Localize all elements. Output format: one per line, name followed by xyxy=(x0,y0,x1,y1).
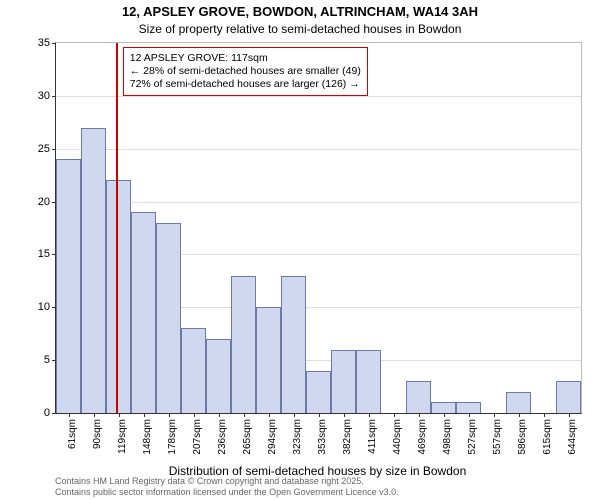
x-tick-label: 586sqm xyxy=(517,419,528,455)
y-tick-label: 35 xyxy=(38,37,56,49)
x-tick-label: 411sqm xyxy=(367,419,378,454)
x-tick-mark xyxy=(69,413,70,417)
attribution: Contains HM Land Registry data © Crown c… xyxy=(55,476,399,498)
x-tick-mark xyxy=(94,413,95,417)
x-tick-label: 178sqm xyxy=(167,419,178,455)
x-tick-label: 353sqm xyxy=(317,419,328,455)
x-tick-label: 323sqm xyxy=(292,419,303,455)
x-tick-label: 440sqm xyxy=(392,419,403,455)
x-tick-mark xyxy=(294,413,295,417)
bar xyxy=(556,381,581,413)
attribution-line1: Contains HM Land Registry data © Crown c… xyxy=(55,476,399,487)
bar xyxy=(256,307,281,413)
bar xyxy=(131,212,156,413)
x-tick-label: 265sqm xyxy=(242,419,253,455)
x-tick-label: 61sqm xyxy=(67,419,78,449)
x-tick-label: 148sqm xyxy=(142,419,153,455)
y-tick-label: 15 xyxy=(38,248,56,260)
bar xyxy=(181,328,206,413)
gridline xyxy=(56,202,581,203)
x-tick-mark xyxy=(494,413,495,417)
x-tick-label: 294sqm xyxy=(267,419,278,455)
bar xyxy=(281,276,306,413)
bar xyxy=(406,381,431,413)
x-tick-label: 469sqm xyxy=(417,419,428,455)
x-tick-mark xyxy=(519,413,520,417)
x-tick-mark xyxy=(244,413,245,417)
x-tick-label: 527sqm xyxy=(467,419,478,455)
x-tick-label: 207sqm xyxy=(192,419,203,455)
x-tick-label: 236sqm xyxy=(217,419,228,455)
bar xyxy=(156,223,181,413)
x-tick-mark xyxy=(219,413,220,417)
plot-area: 0510152025303561sqm90sqm119sqm148sqm178s… xyxy=(55,42,582,414)
x-tick-mark xyxy=(444,413,445,417)
annotation-line1: 12 APSLEY GROVE: 117sqm xyxy=(130,52,361,65)
x-tick-mark xyxy=(469,413,470,417)
gridline xyxy=(56,149,581,150)
y-tick-label: 30 xyxy=(38,90,56,102)
annotation-line3: 72% of semi-detached houses are larger (… xyxy=(130,78,361,91)
bar xyxy=(431,402,456,413)
bar xyxy=(306,371,331,413)
x-tick-mark xyxy=(569,413,570,417)
x-tick-label: 615sqm xyxy=(542,419,553,455)
x-tick-mark xyxy=(169,413,170,417)
x-tick-label: 90sqm xyxy=(92,419,103,449)
x-tick-mark xyxy=(319,413,320,417)
chart-subtitle: Size of property relative to semi-detach… xyxy=(0,22,600,36)
x-tick-label: 498sqm xyxy=(442,419,453,455)
marker-line xyxy=(116,43,118,413)
bar xyxy=(231,276,256,413)
x-tick-mark xyxy=(119,413,120,417)
x-tick-mark xyxy=(419,413,420,417)
annotation-box: 12 APSLEY GROVE: 117sqm← 28% of semi-det… xyxy=(123,47,368,96)
x-tick-label: 644sqm xyxy=(567,419,578,455)
x-tick-label: 119sqm xyxy=(117,419,128,454)
x-tick-mark xyxy=(544,413,545,417)
bar xyxy=(506,392,531,413)
bar xyxy=(356,350,381,413)
bar xyxy=(456,402,481,413)
x-tick-mark xyxy=(344,413,345,417)
chart-title: 12, APSLEY GROVE, BOWDON, ALTRINCHAM, WA… xyxy=(0,4,600,19)
x-tick-label: 557sqm xyxy=(492,419,503,455)
y-tick-label: 0 xyxy=(44,407,56,419)
y-tick-label: 5 xyxy=(44,354,56,366)
bar xyxy=(206,339,231,413)
x-tick-label: 382sqm xyxy=(342,419,353,455)
annotation-line2: ← 28% of semi-detached houses are smalle… xyxy=(130,65,361,78)
bar xyxy=(106,180,131,413)
bar xyxy=(56,159,81,413)
chart-container: { "chart": { "type": "histogram", "title… xyxy=(0,0,600,500)
bar xyxy=(331,350,356,413)
y-tick-label: 20 xyxy=(38,196,56,208)
x-tick-mark xyxy=(269,413,270,417)
x-tick-mark xyxy=(369,413,370,417)
y-tick-label: 10 xyxy=(38,301,56,313)
y-tick-label: 25 xyxy=(38,143,56,155)
attribution-line2: Contains public sector information licen… xyxy=(55,487,399,498)
x-tick-mark xyxy=(394,413,395,417)
bar xyxy=(81,128,106,413)
x-tick-mark xyxy=(144,413,145,417)
x-tick-mark xyxy=(194,413,195,417)
